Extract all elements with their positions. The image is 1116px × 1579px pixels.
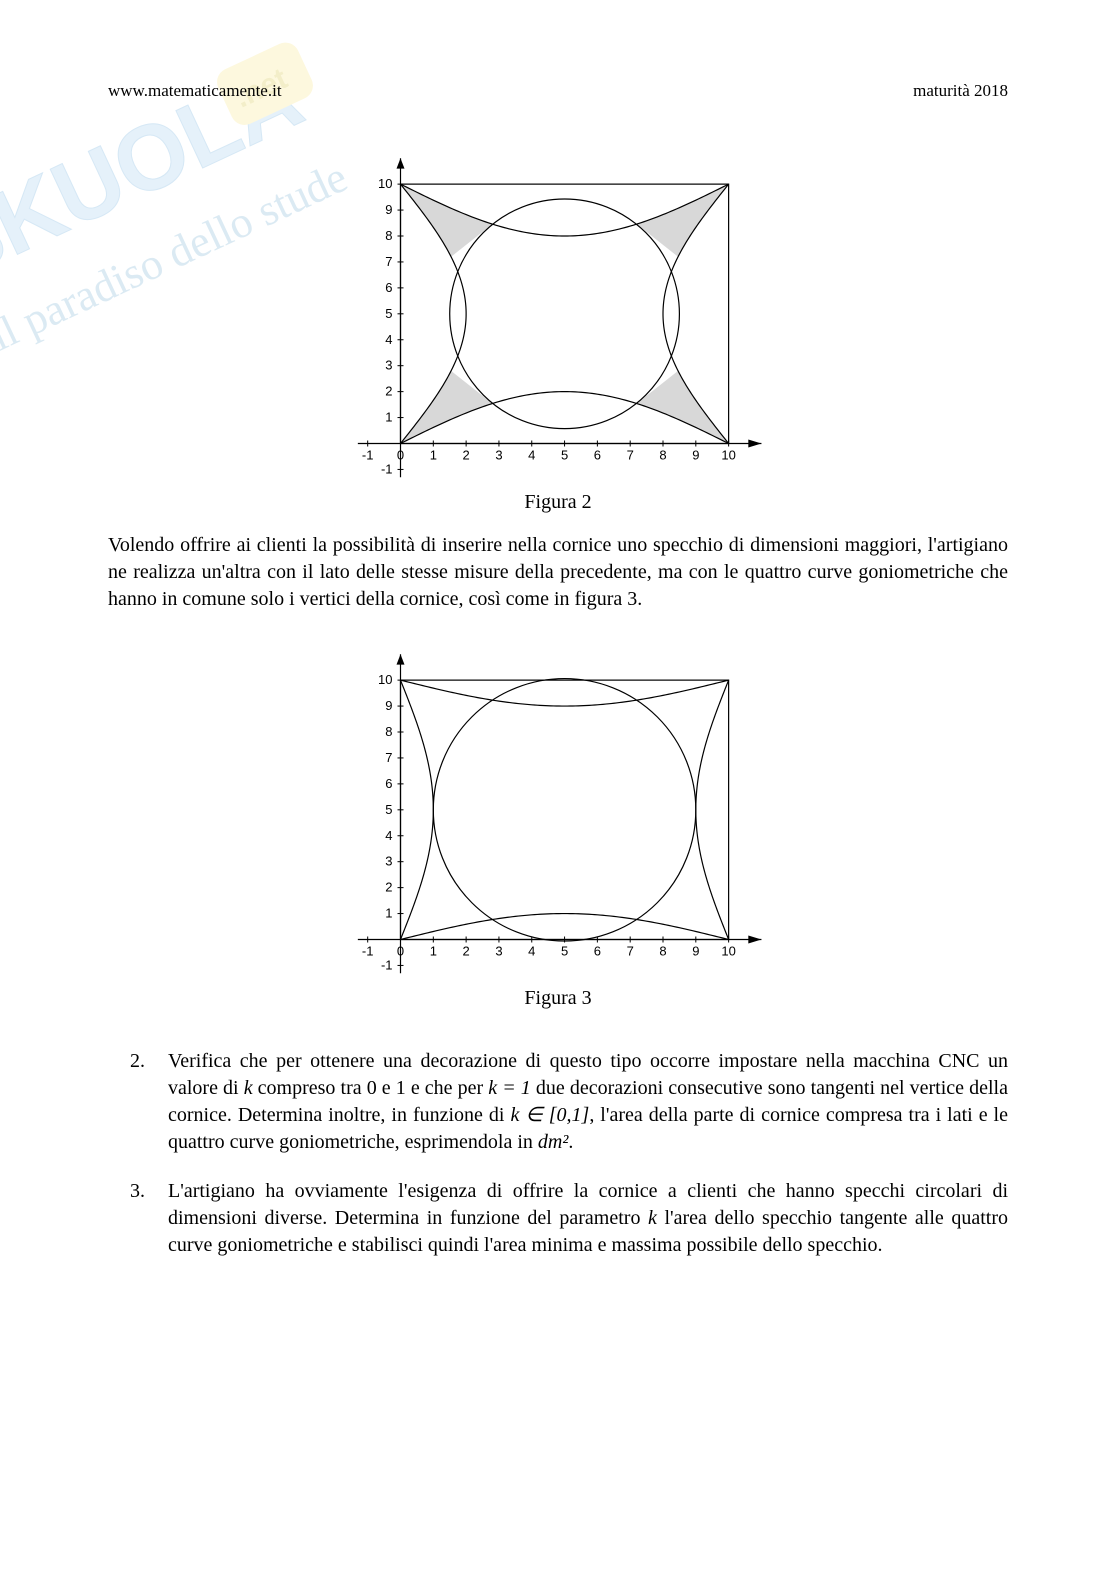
item-3-k: k	[648, 1207, 657, 1229]
header-right: maturità 2018	[913, 80, 1008, 103]
svg-text:9: 9	[385, 698, 392, 713]
header-site: www.matematicamente.it	[108, 80, 282, 103]
figure-3-svg: -1 0 1 2 3 4 5 6 7 8 9 10 -1 1 2 3 4 5 6 7 8 9 10	[348, 649, 768, 981]
svg-text:4: 4	[385, 332, 392, 347]
item-3-body: L'artigiano ha ovviamente l'esigenza di …	[168, 1178, 1008, 1259]
svg-text:3: 3	[385, 358, 392, 373]
item-2-text-e: .	[568, 1131, 573, 1153]
svg-text:-1: -1	[381, 957, 393, 972]
item-2-eq1: k = 1	[488, 1077, 531, 1099]
svg-text:10: 10	[721, 943, 735, 958]
svg-text:7: 7	[385, 254, 392, 269]
svg-text:9: 9	[692, 447, 699, 462]
svg-text:-1: -1	[362, 943, 374, 958]
page-header: www.matematicamente.it maturità 2018	[108, 80, 1008, 103]
figure-3-caption: Figura 3	[108, 985, 1008, 1012]
svg-text:1: 1	[385, 410, 392, 425]
svg-text:8: 8	[659, 447, 666, 462]
item-2-text-b: compreso tra 0 e 1 e che per	[253, 1077, 489, 1099]
svg-text:-1: -1	[362, 447, 374, 462]
figure-2-svg: -1 0 1 2 3 4 5 6 7 8 9 10 -1 1 2 3 4 5 6 7 8 9 10	[348, 153, 768, 485]
svg-text:1: 1	[385, 906, 392, 921]
svg-text:8: 8	[385, 724, 392, 739]
svg-text:6: 6	[385, 280, 392, 295]
svg-text:7: 7	[627, 943, 634, 958]
svg-text:2: 2	[463, 447, 470, 462]
item-3: 3. L'artigiano ha ovviamente l'esigenza …	[130, 1178, 1008, 1259]
svg-text:3: 3	[495, 447, 502, 462]
svg-text:7: 7	[627, 447, 634, 462]
svg-text:2: 2	[385, 384, 392, 399]
svg-text:8: 8	[385, 228, 392, 243]
svg-text:2: 2	[385, 880, 392, 895]
svg-text:5: 5	[385, 802, 392, 817]
svg-text:3: 3	[495, 943, 502, 958]
svg-text:4: 4	[385, 828, 392, 843]
item-2-k1: k	[244, 1077, 253, 1099]
item-2: 2. Verifica che per ottenere una decoraz…	[130, 1048, 1008, 1156]
svg-text:0: 0	[397, 447, 404, 462]
svg-text:1: 1	[430, 447, 437, 462]
paragraph-1: Volendo offrire ai clienti la possibilit…	[108, 532, 1008, 613]
svg-text:1: 1	[430, 943, 437, 958]
figure-2: -1 0 1 2 3 4 5 6 7 8 9 10 -1 1 2 3 4 5 6 7 8 9 10 Figura 2	[108, 153, 1008, 516]
svg-text:10: 10	[378, 672, 392, 687]
svg-text:3: 3	[385, 854, 392, 869]
svg-text:5: 5	[561, 447, 568, 462]
svg-text:4: 4	[528, 447, 535, 462]
svg-text:7: 7	[385, 750, 392, 765]
svg-text:10: 10	[721, 447, 735, 462]
svg-text:4: 4	[528, 943, 535, 958]
item-2-number: 2.	[130, 1048, 150, 1156]
svg-text:2: 2	[463, 943, 470, 958]
svg-text:10: 10	[378, 176, 392, 191]
svg-text:6: 6	[594, 943, 601, 958]
svg-text:6: 6	[594, 447, 601, 462]
svg-text:-1: -1	[381, 461, 393, 476]
svg-text:5: 5	[561, 943, 568, 958]
svg-text:8: 8	[659, 943, 666, 958]
svg-text:9: 9	[692, 943, 699, 958]
item-2-body: Verifica che per ottenere una decorazion…	[168, 1048, 1008, 1156]
item-2-eq3: dm²	[538, 1131, 568, 1153]
item-2-eq2: k ∈ [0,1]	[510, 1104, 589, 1126]
svg-text:0: 0	[397, 943, 404, 958]
svg-text:5: 5	[385, 306, 392, 321]
svg-text:6: 6	[385, 776, 392, 791]
figure-2-caption: Figura 2	[108, 489, 1008, 516]
svg-text:9: 9	[385, 202, 392, 217]
figure-3: -1 0 1 2 3 4 5 6 7 8 9 10 -1 1 2 3 4 5 6 7 8 9 10 Figura 3	[108, 649, 1008, 1012]
item-3-number: 3.	[130, 1178, 150, 1259]
